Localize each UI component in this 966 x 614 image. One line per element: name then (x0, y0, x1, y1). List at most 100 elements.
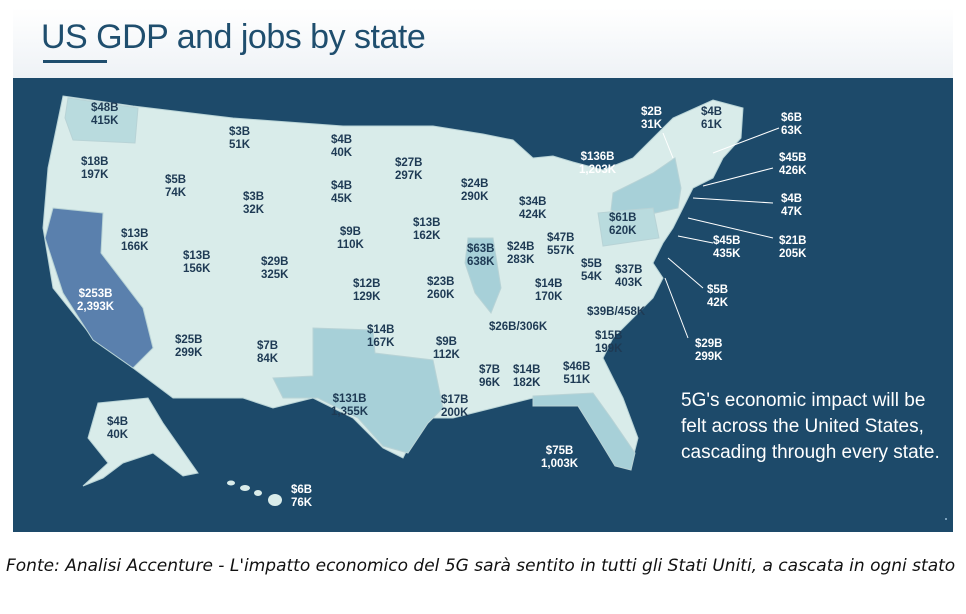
gdp-value: $39B/458K (587, 306, 646, 318)
state-label-nc: $39B/458K (587, 306, 645, 319)
jobs-value: 63K (781, 125, 803, 137)
gdp-value: $45B (713, 235, 741, 247)
jobs-value: 297K (395, 170, 423, 182)
state-label-ks: $12B 129K (353, 278, 381, 304)
state-label-ar: $9B 112K (433, 336, 460, 362)
gdp-value: $48B (91, 102, 119, 114)
jobs-value: 170K (535, 291, 563, 303)
jobs-value: 283K (507, 254, 535, 266)
gdp-value: $13B (413, 217, 441, 229)
state-label-co: $29B 325K (261, 256, 289, 282)
gdp-value: $4B (107, 416, 129, 428)
state-label-tn: $26B/306K (489, 321, 547, 334)
state-label-wv: $5B 54K (581, 258, 602, 284)
gdp-value: $7B (257, 340, 279, 352)
gdp-value: $25B (175, 334, 203, 346)
state-label-ms: $7B 96K (479, 364, 500, 390)
state-label-ne: $9B 110K (337, 226, 364, 252)
gdp-value: $3B (229, 126, 251, 138)
gdp-value: $9B (435, 336, 457, 348)
gdp-value: $29B (695, 338, 723, 350)
gdp-value: $47B (547, 232, 575, 244)
jobs-value: 557K (547, 245, 575, 257)
gdp-value: $9B (339, 226, 361, 238)
state-label-vt: $2B 31K (641, 106, 662, 132)
state-label-az: $25B 299K (175, 334, 203, 360)
state-label-ny: $136B 1,203K (579, 151, 616, 177)
gdp-value: $13B (183, 250, 211, 262)
jobs-value: 40K (331, 147, 353, 159)
state-label-wy: $3B 32K (243, 191, 264, 217)
state-label-md: $29B 299K (695, 338, 723, 364)
gdp-value: $4B (331, 180, 353, 192)
gdp-value: $136B (580, 151, 615, 163)
gdp-value: $14B (367, 324, 395, 336)
state-label-ga: $46B 511K (563, 361, 591, 387)
state-label-la: $17B 200K (441, 394, 469, 420)
gdp-value: $13B (121, 228, 149, 240)
gdp-value: $34B (519, 196, 547, 208)
gdp-value: $27B (395, 157, 423, 169)
state-label-oh: $47B 557K (547, 232, 575, 258)
jobs-value: 1,203K (579, 164, 617, 176)
state-label-de: $5B 42K (707, 284, 728, 310)
gdp-value: $24B (461, 178, 489, 190)
gdp-value: $18B (81, 156, 109, 168)
illinois-shape (464, 237, 502, 314)
jobs-value: 325K (261, 269, 289, 281)
jobs-value: 74K (165, 187, 187, 199)
gdp-value: $131B (332, 393, 367, 405)
jobs-value: 32K (243, 204, 265, 216)
state-label-wi: $24B 290K (461, 178, 489, 204)
state-label-al: $14B 182K (513, 364, 541, 390)
jobs-value: 200K (441, 407, 469, 419)
jobs-value: 84K (257, 353, 279, 365)
jobs-value: 96K (479, 377, 501, 389)
map-panel: $48B 415K $18B 197K $253B 2,393K $13B 166K $… (13, 78, 953, 532)
state-label-ia: $13B 162K (413, 217, 441, 243)
state-label-ct: $21B 205K (779, 235, 807, 261)
gdp-value: $3B (243, 191, 265, 203)
gdp-value: $14B (535, 278, 563, 290)
jobs-value: 166K (121, 241, 149, 253)
jobs-value: 129K (353, 291, 381, 303)
gdp-value: $21B (779, 235, 807, 247)
state-label-wa: $48B 415K (91, 102, 119, 128)
gdp-value: $29B (261, 256, 289, 268)
gdp-value: $4B (701, 106, 723, 118)
gdp-value: $5B (581, 258, 603, 270)
jobs-value: 620K (609, 225, 637, 237)
washington-shape (64, 97, 139, 144)
gdp-value: $61B (609, 212, 637, 224)
jobs-value: 31K (641, 119, 663, 131)
state-label-ak: $4B 40K (107, 416, 128, 442)
jobs-value: 299K (695, 351, 723, 363)
jobs-value: 47K (781, 206, 803, 218)
jobs-value: 45K (331, 193, 353, 205)
jobs-value: 76K (291, 497, 313, 509)
gdp-value: $45B (779, 152, 807, 164)
gdp-value: $6B (291, 484, 313, 496)
state-label-me: $4B 61K (701, 106, 722, 132)
infographic: US GDP and jobs by state (13, 8, 953, 532)
jobs-value: 156K (183, 263, 211, 275)
jobs-value: 1,355K (331, 406, 369, 418)
state-label-mi: $34B 424K (519, 196, 547, 222)
source-caption: Fonte: Analisi Accenture - L'impatto eco… (6, 556, 956, 576)
pennsylvania-shape (597, 207, 660, 247)
jobs-value: 197K (81, 169, 109, 181)
gdp-value: $12B (353, 278, 381, 290)
state-label-nd: $4B 40K (331, 134, 352, 160)
hawaii-shape (227, 480, 282, 506)
jobs-value: 182K (513, 377, 541, 389)
jobs-value: 51K (229, 139, 251, 151)
gdp-value: $14B (513, 364, 541, 376)
state-label-nm: $7B 84K (257, 340, 278, 366)
us-map (42, 95, 780, 506)
state-label-mn: $27B 297K (395, 157, 423, 183)
state-label-fl: $75B 1,003K (541, 445, 578, 471)
title-underline (43, 60, 107, 63)
jobs-value: 638K (467, 256, 495, 268)
jobs-value: 299K (175, 347, 203, 359)
state-label-mo: $23B 260K (427, 276, 455, 302)
